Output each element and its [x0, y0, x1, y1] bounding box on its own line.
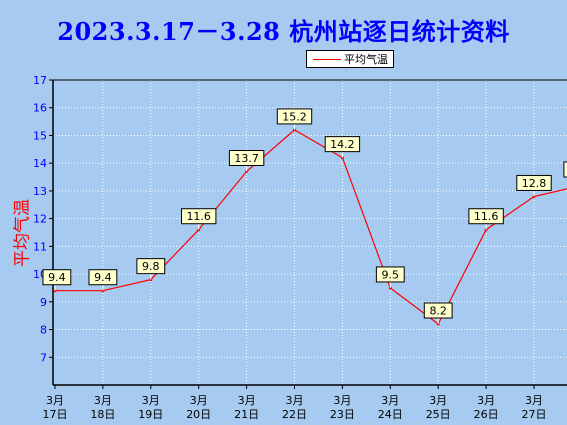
data-label: 9.5 — [382, 268, 400, 281]
data-label: 11.6 — [186, 210, 211, 223]
data-label: 14.2 — [330, 138, 355, 151]
y-tick-label: 16 — [33, 102, 47, 115]
x-tick-label-month: 3月 — [142, 394, 160, 407]
x-tick-label-day: 21日 — [234, 408, 259, 421]
data-label-box — [88, 269, 118, 286]
x-tick-label-month: 3月 — [46, 394, 64, 407]
data-label: 13.7 — [234, 152, 259, 165]
x-tick-label-day: 19日 — [138, 408, 163, 421]
x-tick-label-month: 3月 — [190, 394, 208, 407]
y-tick-label: 15 — [33, 129, 47, 142]
y-tick-label: 17 — [33, 74, 47, 87]
x-tick-label-day: 24日 — [378, 408, 403, 421]
data-label-box — [324, 136, 361, 153]
x-tick-label-month: 3月 — [429, 394, 447, 407]
data-label-box — [276, 108, 313, 125]
y-tick-label: 8 — [40, 324, 47, 337]
x-tick-label-month: 3月 — [477, 394, 495, 407]
y-tick-label: 7 — [40, 351, 47, 364]
data-label-box — [423, 302, 453, 319]
x-tick-label-month: 3月 — [381, 394, 399, 407]
x-tick-label-day: 27日 — [522, 408, 547, 421]
data-label: 9.8 — [142, 260, 160, 273]
series-line — [55, 129, 567, 325]
data-label-box — [42, 269, 72, 286]
data-label-box-clipped — [563, 161, 567, 178]
x-tick-label-month: 3月 — [94, 394, 112, 407]
legend-label: 平均气温 — [344, 53, 388, 66]
x-tick-label-day: 23日 — [330, 408, 355, 421]
x-tick-label-day: 22日 — [282, 408, 307, 421]
data-label: 11.6 — [474, 210, 499, 223]
x-tick-label-day: 26日 — [474, 408, 499, 421]
y-tick-label: 14 — [33, 157, 47, 170]
data-label-box — [136, 258, 166, 275]
data-label-box — [516, 174, 552, 191]
chart-legend: 平均气温 — [306, 50, 394, 68]
x-tick-label-day: 17日 — [43, 408, 68, 421]
data-label: 12.8 — [522, 177, 547, 190]
data-label: 9.4 — [48, 271, 66, 284]
y-tick-label: 12 — [33, 213, 47, 226]
chart-title: 2023.3.17－3.28 杭州站逐日统计资料 — [57, 17, 510, 46]
data-label-box — [181, 208, 217, 225]
data-label-box — [468, 208, 504, 225]
legend-swatch — [313, 58, 341, 60]
x-tick-label-day: 18日 — [90, 408, 115, 421]
y-tick-label: 11 — [33, 240, 47, 253]
x-tick-label-day: 25日 — [426, 408, 451, 421]
y-tick-label: 13 — [33, 185, 47, 198]
data-label: 8.2 — [429, 305, 447, 318]
x-tick-label-month: 3月 — [333, 394, 351, 407]
data-label: 9.4 — [94, 271, 112, 284]
x-tick-label-month: 3月 — [525, 394, 543, 407]
x-tick-label-day: 20日 — [186, 408, 211, 421]
data-label-box — [375, 266, 405, 283]
x-tick-label-month: 3月 — [286, 394, 304, 407]
y-tick-label: 9 — [40, 296, 47, 309]
x-tick-label-month: 3月 — [238, 394, 256, 407]
data-label-box — [228, 150, 265, 166]
data-label: 15.2 — [282, 110, 307, 123]
